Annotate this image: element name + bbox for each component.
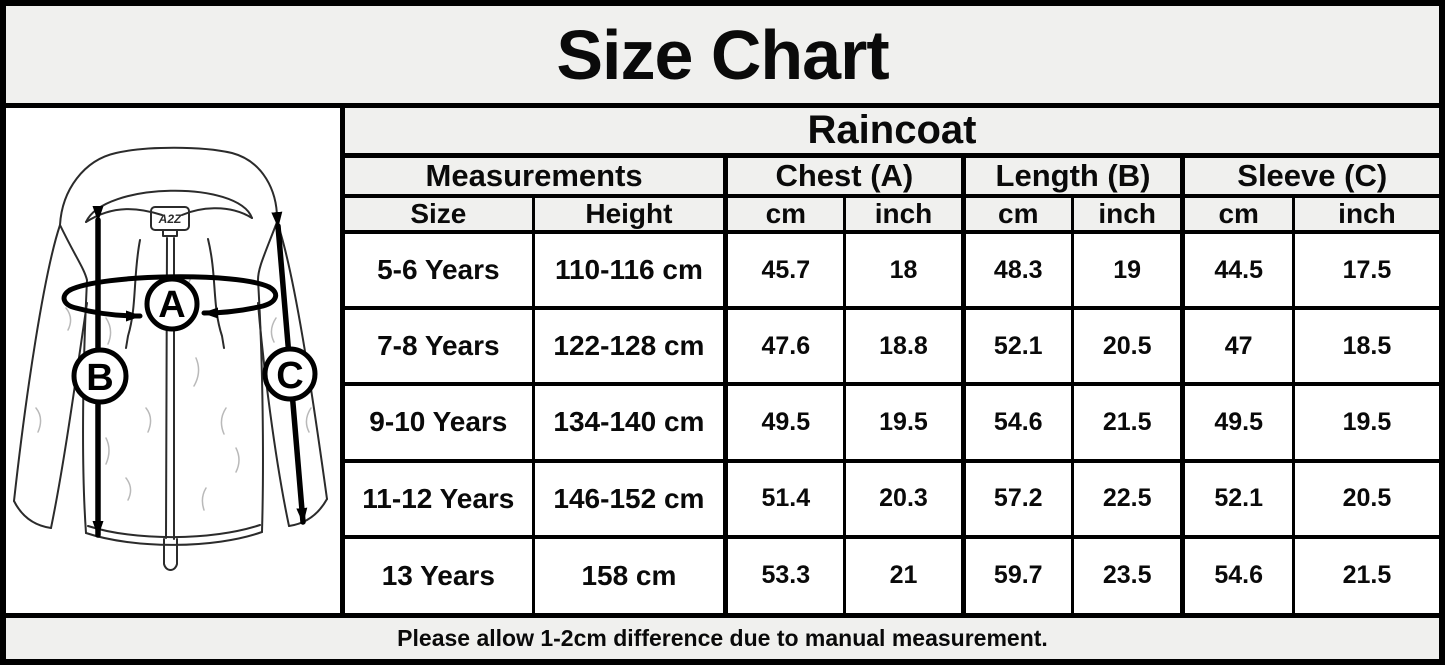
sub-header-row: Size Height cm inch cm inch cm inch — [345, 194, 1439, 232]
cell-length-inch: 20.5 — [1070, 306, 1183, 385]
table-row: 13 Years 158 cm 53.3 21 59.7 23.5 54.6 2… — [345, 534, 1439, 613]
table-row: 7-8 Years 122-128 cm 47.6 18.8 52.1 20.5… — [345, 306, 1439, 385]
cell-sleeve-inch: 20.5 — [1291, 458, 1439, 537]
col-sleeve-inch: inch — [1291, 194, 1439, 232]
chest-arrow-right — [201, 284, 279, 319]
col-chest-inch: inch — [843, 194, 964, 232]
drawstring-right — [207, 238, 225, 349]
length-marker: B — [71, 347, 129, 405]
chest-marker-letter: A — [158, 284, 185, 326]
footer-note: Please allow 1-2cm difference due to man… — [397, 625, 1048, 651]
cell-size: 11-12 Years — [345, 458, 534, 537]
cell-height: 158 cm — [531, 534, 726, 613]
table-row: 11-12 Years 146-152 cm 51.4 20.3 57.2 22… — [345, 458, 1439, 537]
cell-size: 13 Years — [345, 534, 534, 613]
footer-note-bar: Please allow 1-2cm difference due to man… — [6, 613, 1439, 659]
cell-sleeve-cm: 47 — [1180, 306, 1294, 385]
table-row: 5-6 Years 110-116 cm 45.7 18 48.3 19 44.… — [345, 229, 1439, 309]
title-bar: Size Chart — [6, 6, 1439, 108]
cell-chest-inch: 19.5 — [843, 382, 964, 461]
page-title: Size Chart — [556, 15, 889, 94]
cell-chest-cm: 49.5 — [723, 382, 845, 461]
cell-height: 134-140 cm — [531, 382, 726, 461]
cell-sleeve-cm: 44.5 — [1180, 229, 1294, 309]
group-measurements: Measurements — [345, 153, 726, 196]
cell-sleeve-cm: 54.6 — [1180, 534, 1294, 613]
cell-length-cm: 48.3 — [960, 229, 1073, 309]
cell-chest-cm: 51.4 — [723, 458, 845, 537]
cell-sleeve-cm: 49.5 — [1180, 382, 1294, 461]
col-length-cm: cm — [960, 194, 1073, 232]
cell-chest-cm: 53.3 — [723, 534, 845, 613]
cell-chest-cm: 45.7 — [723, 229, 845, 309]
col-size: Size — [345, 194, 534, 232]
brand-logo-text: A2Z — [158, 212, 182, 226]
raincoat-illustration: A2Z A — [13, 146, 328, 571]
cell-length-cm: 54.6 — [960, 382, 1073, 461]
product-title: Raincoat — [345, 108, 1439, 156]
cell-chest-inch: 18 — [843, 229, 964, 309]
size-table-wrap: Raincoat Measurements Chest (A) Length (… — [345, 108, 1439, 613]
cell-height: 146-152 cm — [531, 458, 726, 537]
cell-size: 7-8 Years — [345, 306, 534, 385]
cell-length-inch: 21.5 — [1070, 382, 1183, 461]
cell-sleeve-inch: 21.5 — [1291, 534, 1439, 613]
cell-length-inch: 22.5 — [1070, 458, 1183, 537]
cell-length-inch: 23.5 — [1070, 534, 1183, 613]
group-length: Length (B) — [960, 153, 1183, 196]
cell-length-inch: 19 — [1070, 229, 1183, 309]
chest-marker: A — [144, 276, 200, 332]
drawstring-left — [125, 239, 141, 349]
col-sleeve-cm: cm — [1180, 194, 1294, 232]
col-length-inch: inch — [1070, 194, 1183, 232]
cell-height: 122-128 cm — [531, 306, 726, 385]
cell-sleeve-inch: 18.5 — [1291, 306, 1439, 385]
cell-chest-inch: 21 — [843, 534, 964, 613]
cell-length-cm: 59.7 — [960, 534, 1073, 613]
sleeve-marker: C — [262, 346, 318, 402]
cell-sleeve-cm: 52.1 — [1180, 458, 1294, 537]
cell-chest-inch: 20.3 — [843, 458, 964, 537]
chest-arrow-left — [61, 287, 143, 322]
cell-sleeve-inch: 19.5 — [1291, 382, 1439, 461]
cell-length-cm: 57.2 — [960, 458, 1073, 537]
cell-size: 9-10 Years — [345, 382, 534, 461]
garment-diagram-panel: A2Z A — [6, 108, 345, 613]
group-chest: Chest (A) — [723, 153, 964, 196]
product-header-row: Raincoat — [345, 108, 1439, 156]
length-marker-letter: B — [86, 357, 113, 399]
group-header-row: Measurements Chest (A) Length (B) Sleeve… — [345, 153, 1439, 196]
col-height: Height — [531, 194, 726, 232]
col-chest-cm: cm — [723, 194, 845, 232]
cell-chest-cm: 47.6 — [723, 306, 845, 385]
cell-sleeve-inch: 17.5 — [1291, 229, 1439, 309]
size-table: Raincoat Measurements Chest (A) Length (… — [345, 108, 1439, 613]
main-area: A2Z A — [6, 108, 1439, 613]
sleeve-marker-letter: C — [276, 355, 303, 397]
table-row: 9-10 Years 134-140 cm 49.5 19.5 54.6 21.… — [345, 382, 1439, 461]
brand-logo: A2Z — [150, 206, 190, 237]
cell-height: 110-116 cm — [531, 229, 726, 309]
cell-length-cm: 52.1 — [960, 306, 1073, 385]
group-sleeve: Sleeve (C) — [1180, 153, 1439, 196]
cell-chest-inch: 18.8 — [843, 306, 964, 385]
cell-size: 5-6 Years — [345, 229, 534, 309]
hood — [59, 146, 279, 226]
